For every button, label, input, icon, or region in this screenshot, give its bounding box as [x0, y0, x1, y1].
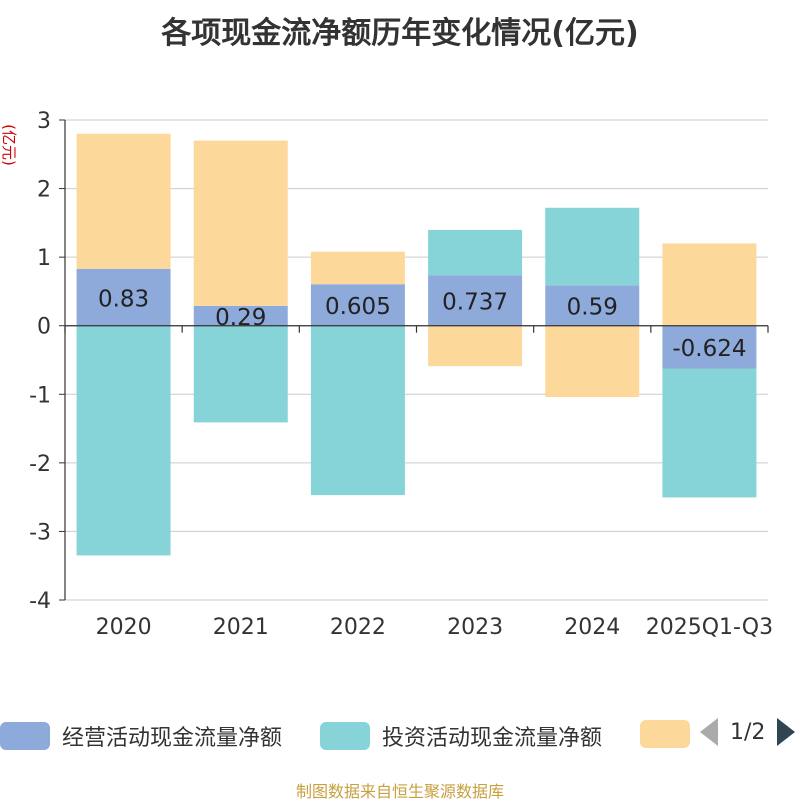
y-tick-label: 3 [37, 109, 51, 134]
legend-next-icon[interactable] [777, 718, 796, 746]
bar-investing [76, 325, 171, 556]
y-axis-unit-label: (亿元) [0, 124, 18, 166]
x-category-label: 2021 [213, 615, 269, 640]
y-tick-label: -4 [29, 589, 51, 614]
bar-data-label: 0.605 [325, 294, 391, 320]
bar-financing [428, 325, 523, 367]
bar-investing [662, 368, 757, 498]
bar-financing [310, 251, 405, 285]
chart-title: 各项现金流净额历年变化情况(亿元) [161, 16, 639, 51]
data-source-note: 制图数据来自恒生聚源数据库 [295, 782, 504, 801]
legend-swatch-investing [320, 722, 370, 750]
bar-operating [545, 285, 640, 326]
y-tick-label: -3 [29, 520, 51, 545]
bar-data-label: 0.737 [442, 289, 508, 315]
legend-swatch-financing [640, 720, 690, 748]
legend-item-operating[interactable]: 经营活动现金流量净额 [0, 720, 282, 752]
bar-operating [428, 275, 523, 326]
x-category-label: 2025Q1-Q3 [646, 615, 773, 640]
bar-investing [193, 325, 288, 423]
y-tick-label: -1 [29, 383, 51, 408]
legend-label-investing: 投资活动现金流量净额 [382, 726, 603, 751]
x-category-label: 2020 [96, 615, 152, 640]
bar-financing [76, 133, 171, 269]
bar-operating [76, 268, 171, 326]
legend-label-operating: 经营活动现金流量净额 [62, 726, 283, 751]
y-tick-label: 1 [37, 246, 51, 271]
y-tick-label: 2 [37, 178, 51, 203]
bar-financing [545, 325, 640, 398]
bar-data-label: 0.83 [98, 286, 149, 312]
bar-operating [310, 284, 405, 326]
bar-operating [662, 325, 757, 369]
legend-pager: 1/2 [700, 718, 796, 746]
x-category-label: 2022 [330, 615, 386, 640]
legend-page-number: 1/2 [730, 719, 766, 745]
x-category-label: 2023 [447, 615, 503, 640]
bar-financing [662, 243, 757, 326]
bar-operating [193, 305, 288, 326]
bar-financing [193, 140, 288, 306]
legend-swatch-operating [0, 722, 50, 750]
x-category-label: 2024 [564, 615, 620, 640]
bar-investing [545, 207, 640, 286]
legend: 经营活动现金流量净额 投资活动现金流量净额 1/2 [0, 714, 800, 758]
legend-item-investing[interactable]: 投资活动现金流量净额 [320, 720, 602, 752]
bar-data-label: 0.59 [567, 294, 618, 320]
legend-prev-icon[interactable] [700, 718, 718, 746]
y-tick-label: 0 [37, 315, 51, 340]
bar-investing [428, 229, 523, 276]
legend-item-financing[interactable] [640, 720, 690, 748]
bar-investing [310, 325, 405, 496]
y-tick-label: -2 [29, 452, 51, 477]
bar-data-label: -0.624 [672, 336, 746, 362]
